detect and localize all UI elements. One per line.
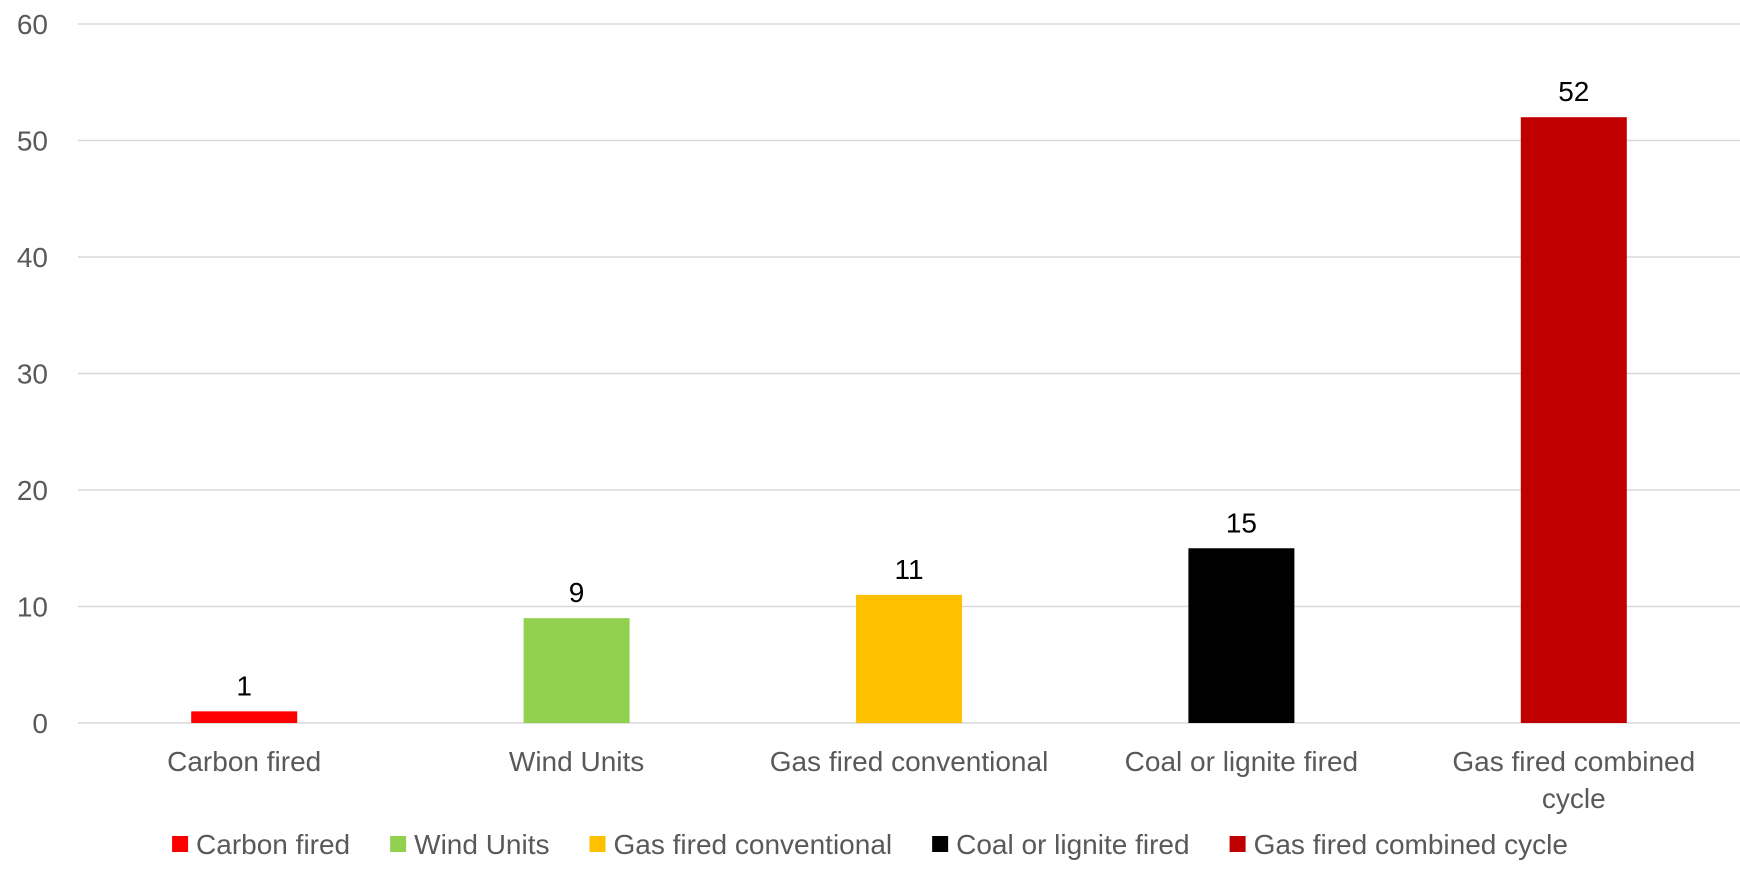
legend-swatch — [390, 836, 407, 852]
legend-label: Carbon fired — [196, 829, 350, 860]
data-label: 9 — [569, 577, 585, 608]
legend-swatch — [1229, 836, 1246, 852]
data-label: 52 — [1558, 76, 1589, 107]
x-category-label: Carbon fired — [167, 746, 321, 777]
data-labels: 1 9 11 15 52 — [236, 76, 1589, 701]
bar-4 — [1188, 548, 1295, 723]
y-tick-label: 0 — [32, 708, 48, 739]
legend-swatch — [589, 836, 606, 852]
legend-swatch — [932, 836, 949, 852]
x-category-label: Coal or lignite fired — [1125, 746, 1358, 777]
bars — [191, 117, 1627, 723]
data-label: 15 — [1226, 507, 1257, 538]
legend-label: Wind Units — [414, 829, 549, 860]
x-category-label: Wind Units — [509, 746, 644, 777]
bar-1 — [191, 711, 298, 723]
y-tick-label: 50 — [17, 126, 48, 157]
legend-label: Coal or lignite fired — [956, 829, 1189, 860]
legend-label: Gas fired conventional — [614, 829, 893, 860]
y-tick-label: 30 — [17, 359, 48, 390]
y-tick-label: 20 — [17, 475, 48, 506]
y-tick-label: 60 — [17, 9, 48, 40]
legend-label: Gas fired combined cycle — [1254, 829, 1568, 860]
x-axis-category-labels: Carbon fired Wind Units Gas fired conventi… — [167, 746, 1695, 814]
y-axis-ticks: 0 10 20 30 40 50 60 — [17, 9, 48, 739]
bar-5 — [1520, 117, 1627, 723]
data-label: 11 — [894, 554, 923, 585]
y-tick-label: 40 — [17, 242, 48, 273]
x-category-label: cycle — [1542, 783, 1606, 814]
bar-2 — [523, 618, 630, 723]
x-category-label: Gas fired combined — [1452, 746, 1695, 777]
bar-3 — [856, 594, 962, 723]
gridlines — [78, 23, 1740, 724]
y-tick-label: 10 — [17, 592, 48, 623]
data-label: 1 — [236, 670, 252, 701]
legend-swatch — [172, 836, 189, 852]
x-category-label: Gas fired conventional — [770, 746, 1049, 777]
legend: Carbon fired Wind Units Gas fired conventi… — [172, 829, 1568, 860]
